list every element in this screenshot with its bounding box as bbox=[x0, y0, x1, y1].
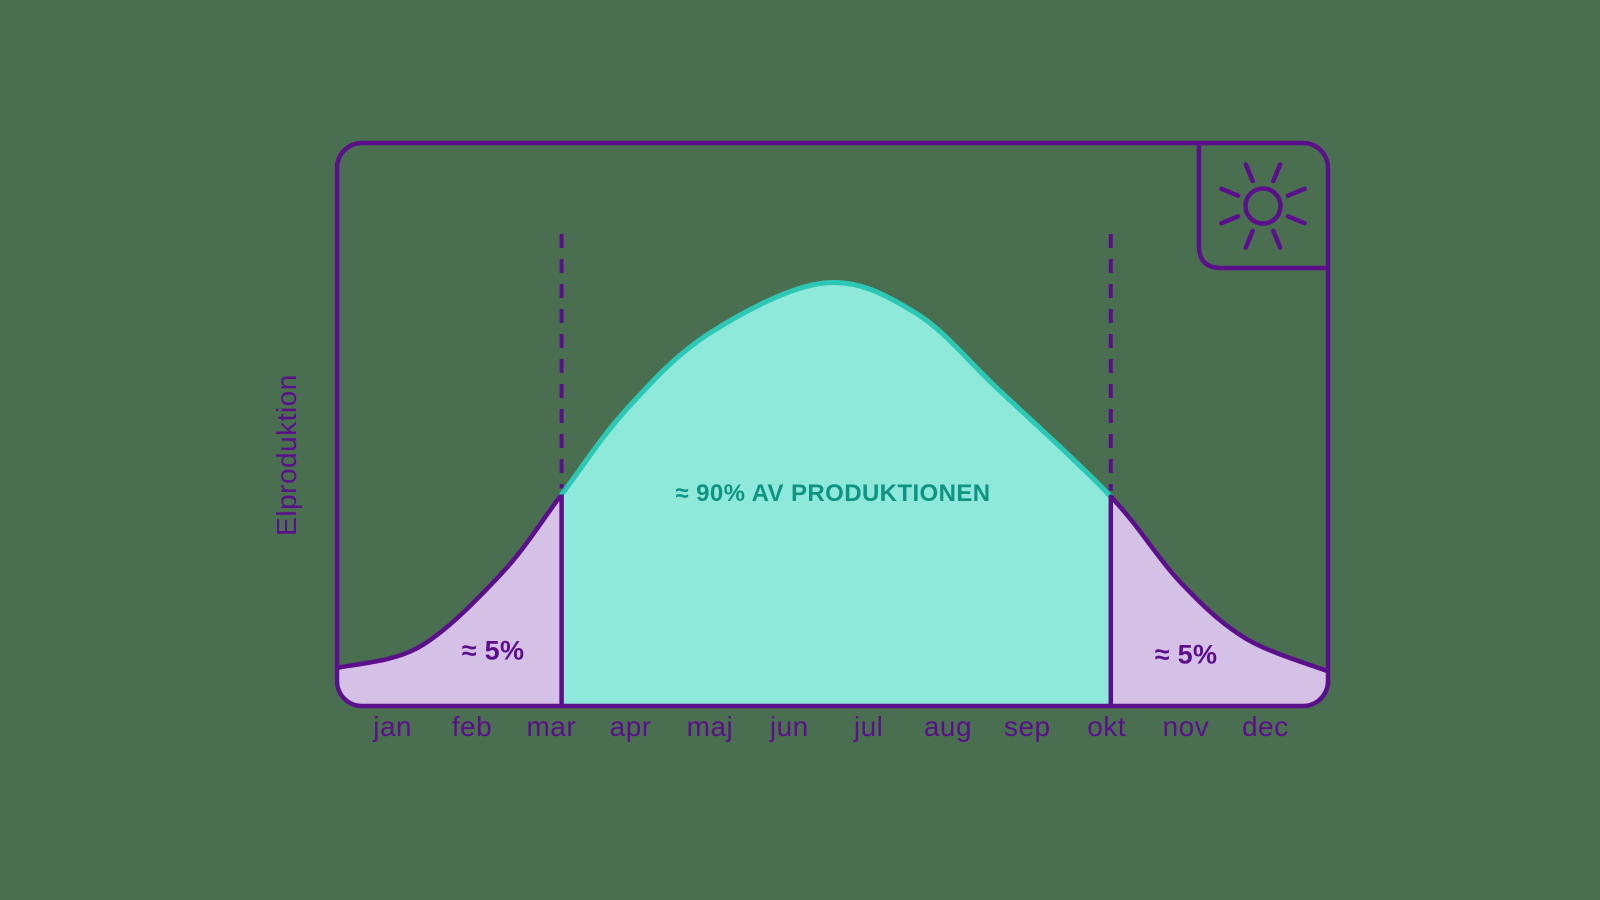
sun-ray bbox=[1285, 214, 1307, 226]
month-label-sep: sep bbox=[1003, 711, 1051, 742]
curve-left-stroke bbox=[339, 492, 564, 671]
month-label-mar: mar bbox=[526, 711, 577, 742]
sun-core bbox=[1243, 186, 1283, 226]
sun-ray bbox=[1271, 228, 1283, 250]
month-label-nov: nov bbox=[1162, 711, 1210, 742]
sun-ray bbox=[1219, 214, 1241, 226]
sun-ray bbox=[1271, 162, 1283, 184]
right-tail-share-label: ≈ 5% bbox=[1154, 639, 1218, 670]
sun-ray bbox=[1243, 228, 1255, 250]
month-label-aug: aug bbox=[923, 711, 973, 742]
curve-main-stroke bbox=[559, 280, 1114, 500]
month-label-feb: feb bbox=[451, 711, 493, 742]
x-axis-month-labels: jan feb mar apr maj jun jul aug sep okt … bbox=[353, 709, 1305, 745]
chart-frame bbox=[334, 140, 1331, 709]
area-main bbox=[561, 282, 1111, 704]
sun-ray bbox=[1285, 186, 1307, 198]
month-label-maj: maj bbox=[686, 711, 734, 742]
month-label-apr: apr bbox=[609, 711, 652, 742]
sun-badge-box bbox=[1196, 145, 1326, 271]
area-left-tail bbox=[339, 494, 562, 704]
curve-right-stroke bbox=[1108, 494, 1326, 674]
month-label-jan: jan bbox=[373, 711, 413, 742]
sun-icon bbox=[1219, 162, 1307, 250]
month-label-dec: dec bbox=[1241, 711, 1289, 742]
month-label-okt: okt bbox=[1087, 711, 1127, 742]
left-tail-share-label: ≈ 5% bbox=[461, 635, 525, 666]
main-share-label: ≈ 90% AV PRODUKTIONEN bbox=[675, 480, 991, 507]
month-label-jun: jun bbox=[769, 711, 809, 742]
y-axis-label: Elproduktion bbox=[271, 374, 302, 536]
area-right-tail bbox=[1110, 496, 1326, 704]
month-label-jul: jul bbox=[853, 711, 884, 742]
sun-ray bbox=[1243, 162, 1255, 184]
sun-ray bbox=[1219, 186, 1241, 198]
